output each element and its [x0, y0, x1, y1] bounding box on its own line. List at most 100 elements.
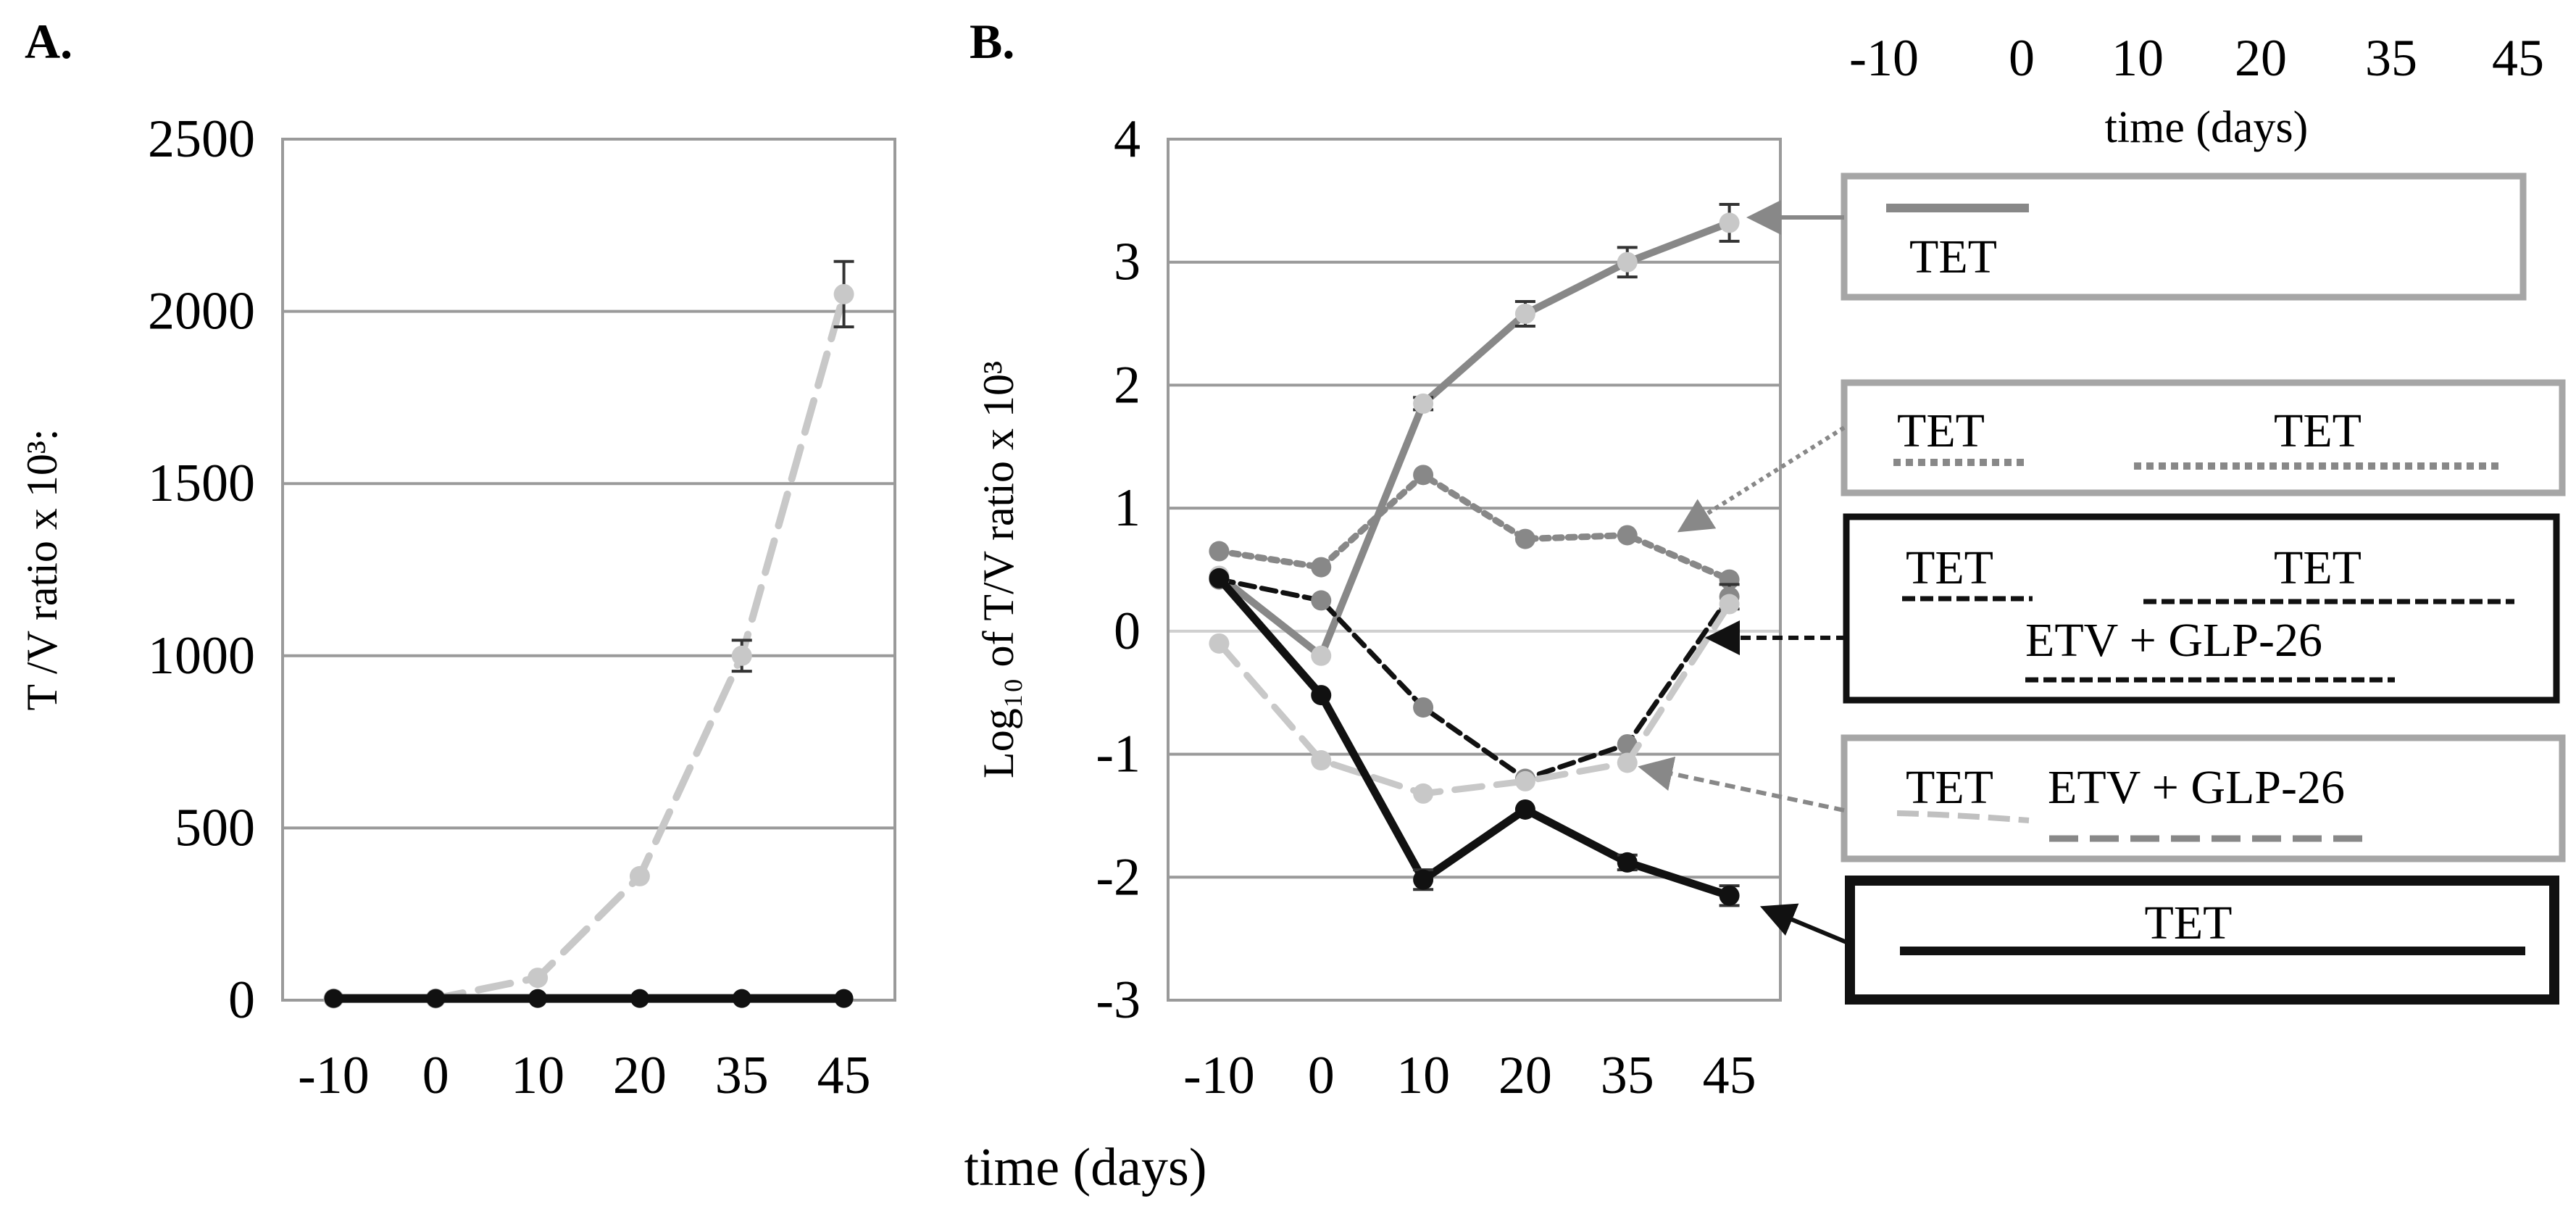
chart-b-y-axis-label: Log₁₀ of T/V ratio x 10³	[975, 361, 1022, 778]
chart-a-x-ticks: -10 0 10 20 35 45	[298, 1046, 870, 1105]
timeline-ticks: -10 0 10 20 35 45	[1849, 29, 2544, 87]
x-tick-label: 0	[422, 1046, 449, 1105]
data-point	[1719, 885, 1740, 906]
data-point	[324, 989, 343, 1008]
chart-a-gridlines	[283, 309, 895, 830]
legend-label: ETV + GLP-26	[2048, 761, 2345, 814]
timeline-tick: 35	[2365, 29, 2417, 87]
series-1	[323, 259, 854, 1009]
legend-line-sample	[1896, 810, 2030, 823]
y-tick-label: -2	[1096, 847, 1141, 907]
legend-label: TET	[1906, 761, 1993, 814]
y-tick-label: 4	[1114, 109, 1141, 169]
data-point	[1311, 685, 1332, 706]
series-line	[1215, 471, 1733, 583]
legend-arrows	[1638, 200, 1851, 946]
legend-box	[1841, 734, 2566, 862]
chart-b-y-ticks: -3 -2 -1 0 1 2 3 4	[1096, 109, 1141, 1030]
y-tick-label: 1	[1114, 478, 1141, 538]
x-tick-label: 10	[1396, 1046, 1450, 1105]
x-tick-label: -10	[1183, 1046, 1255, 1105]
x-tick-label: 0	[1308, 1046, 1335, 1105]
data-point	[1311, 750, 1332, 771]
data-point	[629, 865, 650, 886]
y-tick-label: 2	[1114, 355, 1141, 415]
x-tick-label: 45	[817, 1046, 871, 1105]
series-2	[1209, 465, 1740, 590]
y-tick-label: 2000	[148, 282, 255, 341]
chart-a-series	[323, 259, 854, 1009]
x-tick-label: 45	[1703, 1046, 1756, 1105]
data-point	[1719, 594, 1740, 615]
timeline-tick: 20	[2235, 29, 2287, 87]
data-point	[834, 989, 854, 1008]
data-point	[426, 989, 446, 1008]
series-line	[1215, 219, 1733, 660]
legend-item-tet-tet-dotted-grey: TET TET	[1841, 379, 2566, 496]
treatment-timeline: -10 0 10 20 35 45 time (days)	[1849, 29, 2544, 152]
legend-label: TET	[2145, 897, 2233, 949]
y-tick-label: -1	[1096, 725, 1141, 784]
series-line	[330, 290, 848, 1002]
x-axis-label: time (days)	[964, 1138, 1207, 1197]
data-point	[1719, 212, 1740, 233]
chart-b-x-ticks: -10 0 10 20 35 45	[1183, 1046, 1756, 1105]
data-point	[1514, 770, 1535, 791]
series-5	[1209, 567, 1740, 907]
data-point	[833, 283, 854, 304]
series-1	[1209, 202, 1740, 666]
y-tick-label: 0	[228, 970, 255, 1030]
legend-item-tet-tet-etv-glp26-dashed-black: TET TET ETV + GLP-26	[1843, 513, 2560, 704]
arrow-to-tet-tet-dotted-grey	[1677, 425, 1846, 533]
legend-label: TET	[1909, 230, 1997, 283]
data-point	[731, 645, 752, 666]
chart-b-plot-frame	[1167, 138, 1782, 1002]
data-point	[1413, 869, 1434, 890]
data-point	[1311, 645, 1332, 666]
data-point	[1413, 393, 1434, 414]
data-point	[1209, 541, 1230, 562]
timeline-tick: -10	[1849, 29, 1919, 87]
data-point	[1209, 633, 1230, 654]
data-point	[1617, 752, 1638, 773]
data-point	[1311, 590, 1332, 611]
chart-a: 0 500 1000 1500 2000 2500 -10 0 10 20 35 45 T /V r…	[18, 109, 896, 1105]
legend-box	[1843, 513, 2560, 704]
legend-box	[1841, 379, 2566, 496]
data-point	[1514, 528, 1535, 549]
series-4	[1209, 594, 1740, 804]
x-tick-label: 10	[511, 1046, 564, 1105]
y-tick-label: -3	[1096, 970, 1141, 1030]
legend-label: ETV + GLP-26	[2025, 614, 2322, 667]
legend-box	[1841, 172, 2527, 301]
data-point	[528, 968, 549, 989]
data-point	[1209, 567, 1230, 589]
series-line	[1215, 601, 1733, 797]
series-line	[1216, 577, 1733, 782]
y-tick-label: 1000	[148, 626, 255, 686]
series-2	[324, 989, 854, 1008]
panel-b-letter: B.	[970, 14, 1014, 69]
legend: TET TET TET TET TET ETV + GLP-26 TET ETV…	[1841, 172, 2566, 1005]
legend-label: TET	[2274, 541, 2362, 594]
data-point	[1311, 557, 1332, 578]
timeline-label: time (days)	[2105, 103, 2309, 152]
arrow-to-tet-etv-glp26	[1638, 757, 1845, 812]
timeline-tick: 45	[2492, 29, 2544, 87]
y-tick-label: 0	[1114, 602, 1141, 661]
data-point	[1413, 697, 1434, 718]
x-tick-label: 20	[1499, 1046, 1552, 1105]
legend-item-tet-etv-glp26-dashed-grey: TET ETV + GLP-26	[1841, 734, 2566, 862]
x-tick-label: 35	[1601, 1046, 1654, 1105]
chart-a-y-ticks: 0 500 1000 1500 2000 2500	[148, 109, 255, 1030]
data-point	[1413, 783, 1434, 804]
timeline-tick: 10	[2112, 29, 2164, 87]
legend-label: TET	[1906, 541, 1993, 594]
timeline-tick: 0	[2009, 29, 2035, 87]
data-point	[1617, 852, 1638, 873]
data-point	[1617, 525, 1638, 546]
x-tick-label: 20	[613, 1046, 667, 1105]
data-point	[1514, 799, 1535, 820]
